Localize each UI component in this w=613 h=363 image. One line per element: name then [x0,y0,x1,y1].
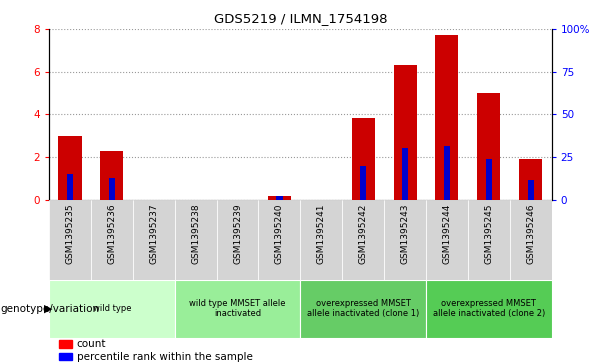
FancyBboxPatch shape [175,200,216,280]
Bar [528,180,534,200]
Bar [352,118,375,200]
Text: GSM1395235: GSM1395235 [66,204,75,264]
Bar [360,166,367,200]
Text: GSM1395239: GSM1395239 [233,204,242,264]
FancyBboxPatch shape [175,280,300,338]
FancyBboxPatch shape [426,280,552,338]
FancyBboxPatch shape [300,280,426,338]
Bar [276,196,283,200]
FancyBboxPatch shape [259,200,300,280]
Bar [59,340,72,348]
FancyBboxPatch shape [133,200,175,280]
Bar [485,159,492,200]
FancyBboxPatch shape [384,200,426,280]
Bar [59,353,72,360]
Bar [58,136,82,200]
Text: GSM1395242: GSM1395242 [359,204,368,264]
Text: GSM1395237: GSM1395237 [149,204,158,264]
Bar [444,146,450,200]
Text: GSM1395243: GSM1395243 [400,204,409,264]
Bar [394,65,417,200]
FancyBboxPatch shape [510,200,552,280]
Text: GSM1395241: GSM1395241 [317,204,326,264]
Bar [67,174,73,200]
Text: overexpressed MMSET
allele inactivated (clone 2): overexpressed MMSET allele inactivated (… [433,299,545,318]
Bar [402,148,408,200]
FancyBboxPatch shape [49,280,175,338]
FancyBboxPatch shape [216,200,259,280]
Text: GSM1395244: GSM1395244 [443,204,452,264]
Bar [109,178,115,200]
Title: GDS5219 / ILMN_1754198: GDS5219 / ILMN_1754198 [213,12,387,25]
Text: GSM1395236: GSM1395236 [107,204,116,264]
Text: count: count [77,339,106,349]
Text: GSM1395246: GSM1395246 [526,204,535,264]
FancyBboxPatch shape [91,200,133,280]
Bar [268,196,291,200]
Text: GSM1395238: GSM1395238 [191,204,200,264]
Text: wild type MMSET allele
inactivated: wild type MMSET allele inactivated [189,299,286,318]
Bar [519,159,543,200]
Bar [435,36,459,200]
FancyBboxPatch shape [426,200,468,280]
Text: GSM1395240: GSM1395240 [275,204,284,264]
Text: genotype/variation: genotype/variation [0,303,99,314]
FancyBboxPatch shape [300,200,342,280]
Text: overexpressed MMSET
allele inactivated (clone 1): overexpressed MMSET allele inactivated (… [307,299,419,318]
FancyBboxPatch shape [49,200,91,280]
Text: ▶: ▶ [44,303,53,314]
Text: GSM1395245: GSM1395245 [484,204,493,264]
Bar [478,93,500,200]
Bar [101,151,123,200]
Text: wild type: wild type [93,304,131,313]
Text: percentile rank within the sample: percentile rank within the sample [77,352,253,362]
FancyBboxPatch shape [342,200,384,280]
FancyBboxPatch shape [468,200,510,280]
